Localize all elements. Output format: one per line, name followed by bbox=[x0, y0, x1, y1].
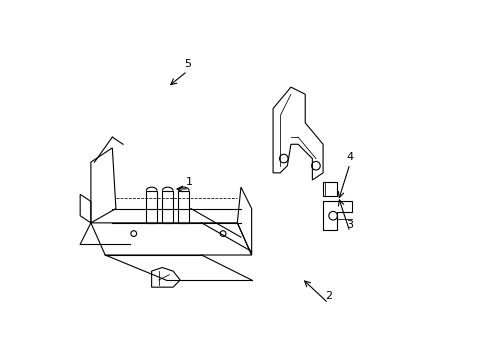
Text: 5: 5 bbox=[183, 59, 190, 69]
Text: 2: 2 bbox=[324, 291, 331, 301]
Text: 4: 4 bbox=[346, 152, 353, 162]
Text: 1: 1 bbox=[185, 177, 192, 187]
Text: 3: 3 bbox=[346, 220, 353, 230]
